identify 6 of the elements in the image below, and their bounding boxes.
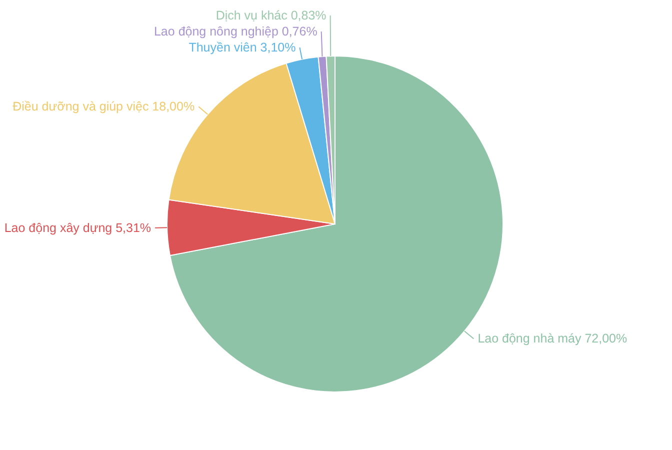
slice-label: Thuyền viên 3,10%	[188, 40, 296, 54]
slice-label: Điều dưỡng và giúp việc 18,00%	[12, 100, 195, 114]
slice-label: Lao động nông nghiệp 0,76%	[154, 24, 318, 38]
slice-label: Dịch vụ khác 0,83%	[216, 8, 326, 22]
slice-label: Lao động nhà máy 72,00%	[478, 332, 628, 346]
slice-label: Lao động xây dựng 5,31%	[4, 220, 152, 235]
